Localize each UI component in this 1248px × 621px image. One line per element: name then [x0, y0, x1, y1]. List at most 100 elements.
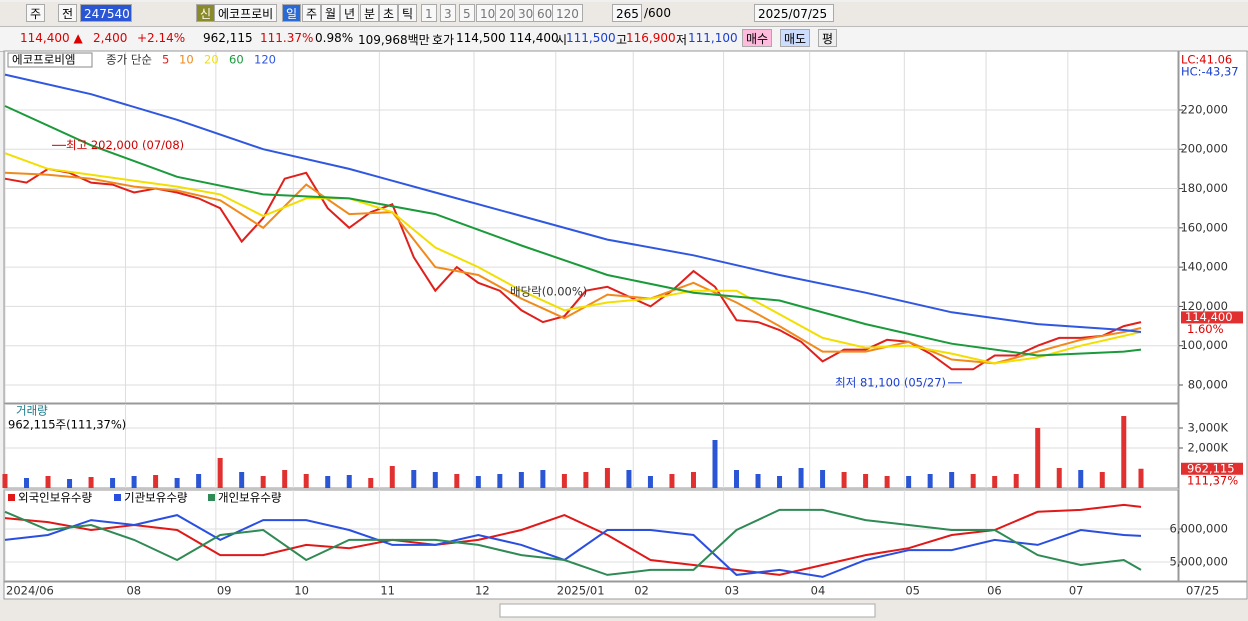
volume-bar — [927, 474, 933, 488]
x-tick-label: 2024/06 — [6, 584, 54, 598]
volume-bar — [712, 440, 718, 488]
volume-bar — [777, 476, 783, 488]
legend-entry: 외국인보유수량 — [18, 491, 92, 505]
y-tick-label: 220,000 — [1180, 102, 1228, 116]
volume-bar — [841, 472, 847, 488]
quote-field: 2,400 — [93, 31, 128, 45]
toolbar-button[interactable]: 초 — [379, 4, 399, 22]
volume-bar — [45, 476, 51, 488]
toolbar-button[interactable]: 주 — [302, 4, 322, 22]
quote-field: 111.37% — [260, 31, 314, 45]
quote-field: 114,400 — [509, 31, 559, 45]
toolbar-button[interactable]: 30 — [514, 4, 538, 22]
volume-bar — [389, 466, 395, 488]
volume-bar — [24, 478, 30, 488]
quote-field: 109,968백만 — [358, 33, 430, 47]
volume-bar — [368, 478, 374, 488]
change-label: 1.60% — [1187, 322, 1224, 336]
toolbar-button[interactable]: 247540 — [80, 4, 132, 22]
toolbar-button[interactable]: 120 — [552, 4, 583, 22]
x-tick-label: 06 — [987, 584, 1002, 598]
toolbar-button[interactable]: 분 — [360, 4, 380, 22]
volume-bar — [1013, 474, 1019, 488]
series-line — [4, 73, 1142, 333]
toolbar-button[interactable]: 3 — [440, 4, 456, 22]
y-tick-label: 160,000 — [1180, 220, 1228, 234]
lc-label: LC:41.06 — [1181, 53, 1232, 67]
toolbar-button[interactable]: 일 — [282, 4, 302, 22]
volume-bar — [669, 474, 675, 488]
legend-entry: 60 — [229, 53, 244, 67]
volume-bar — [346, 475, 352, 488]
toolbar-button[interactable]: 주 — [26, 4, 46, 22]
legend-swatch — [114, 494, 121, 501]
x-axis — [3, 581, 1248, 600]
series-line — [4, 508, 1142, 576]
volume-bar — [196, 474, 202, 488]
volume-bar — [1035, 428, 1041, 488]
volume-bar — [970, 474, 976, 488]
volume-bar — [217, 458, 223, 488]
quote-field: 저 — [676, 33, 688, 47]
holdings-panel — [3, 489, 1179, 582]
toolbar-button[interactable]: 5 — [459, 4, 475, 22]
volume-bar — [282, 470, 288, 488]
toolbar-button[interactable]: 에코프로비 — [214, 4, 278, 22]
toolbar-button[interactable]: 월 — [321, 4, 341, 22]
count-input[interactable]: 265 — [612, 4, 642, 22]
volume-bar — [820, 470, 826, 488]
price-label: 114,400 — [1185, 310, 1233, 324]
toolbar-button[interactable]: 전 — [58, 4, 78, 22]
volume-bar — [1121, 416, 1127, 488]
legend-entry: 5 — [162, 53, 169, 67]
toolbar-button[interactable]: 틱 — [398, 4, 418, 22]
panel-title: 거래량 — [16, 404, 48, 418]
quote-field: 962,115 — [203, 31, 253, 45]
note-label: 배당락(0.00%) — [510, 285, 587, 299]
x-tick-label: 12 — [475, 584, 490, 598]
volume-bar — [626, 470, 632, 488]
volume-bar — [798, 468, 804, 488]
x-tick-label: 04 — [811, 584, 826, 598]
x-tick-label: 08 — [126, 584, 141, 598]
x-tick-label: 11 — [380, 584, 395, 598]
y-tick-label: 80,000 — [1188, 378, 1228, 392]
volume-bar — [1056, 468, 1062, 488]
x-tick-label: 02 — [634, 584, 649, 598]
y-tick-label: 120,000 — [1180, 299, 1228, 313]
legend-swatch — [208, 494, 215, 501]
volume-bar — [174, 478, 180, 488]
scroll-track[interactable] — [499, 603, 876, 618]
series-line — [4, 503, 1142, 576]
date-input[interactable]: 2025/07/25 — [754, 4, 834, 22]
high-label: 최고 202,000 (07/08) — [66, 138, 184, 152]
price-box — [1181, 311, 1243, 324]
toolbar-button[interactable]: 10 — [476, 4, 500, 22]
toolbar: 주 전 247540 신 에코프로비 일 주 월 년 분 초 틱 1 3 5 10 20 30 60 120 265/6… — [0, 2, 1248, 27]
quote-field: 114,500 — [456, 31, 506, 45]
order-button[interactable]: 평 — [818, 29, 838, 47]
volume-box — [1181, 462, 1243, 475]
volume-bar — [239, 472, 245, 488]
quote-field: 시 — [556, 33, 568, 47]
quote-field: 111,100 — [688, 31, 738, 45]
volume-bar — [604, 468, 610, 488]
y-tick-label: 200,000 — [1180, 142, 1228, 156]
volume-bar — [583, 472, 589, 488]
y-tick-label: 2,000K — [1188, 441, 1229, 455]
order-button[interactable]: 매도 — [780, 29, 811, 47]
volume-bar — [325, 476, 331, 488]
legend-entry: 10 — [179, 53, 194, 67]
volume-label: 962,115 — [1187, 461, 1235, 475]
toolbar-button[interactable]: 1 — [421, 4, 437, 22]
volume-bar — [540, 470, 546, 488]
toolbar-button[interactable]: 20 — [495, 4, 519, 22]
panel-subtitle: 962,115주(111,37%) — [8, 418, 126, 432]
toolbar-button[interactable]: 년 — [340, 4, 360, 22]
y-tick-label: 6,000,000 — [1169, 522, 1228, 536]
order-button[interactable]: 매수 — [742, 29, 773, 47]
quote-field: 116,900 — [626, 31, 676, 45]
x-end-label: 07/25 — [1186, 584, 1219, 598]
